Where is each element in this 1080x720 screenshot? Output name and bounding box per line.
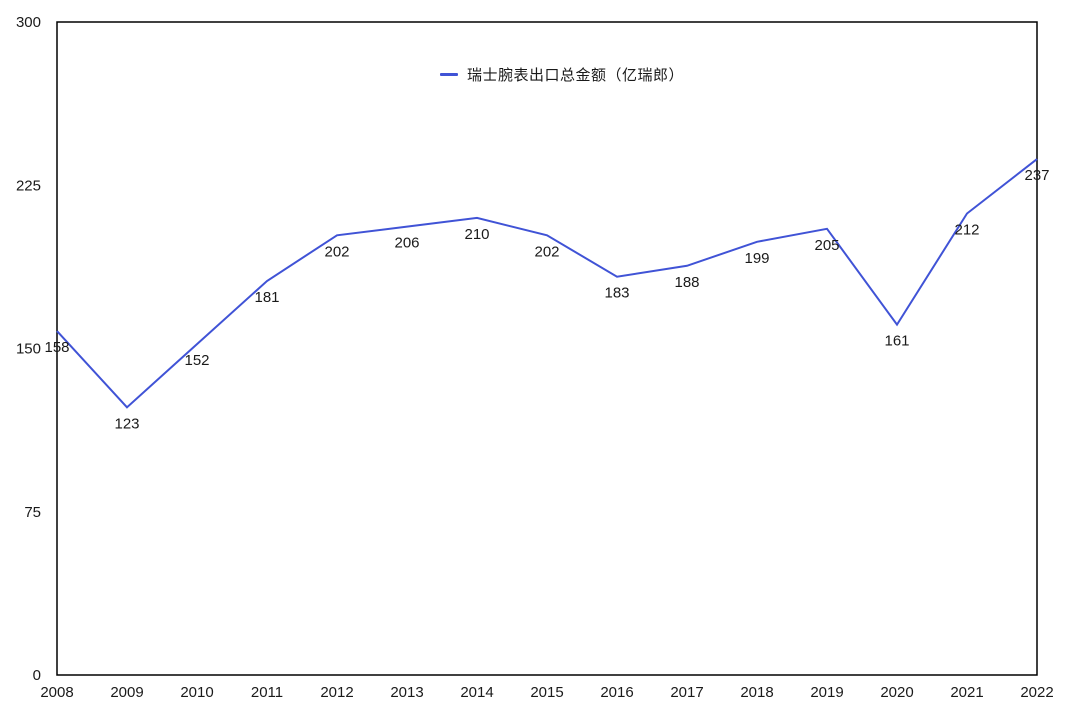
data-label: 181 bbox=[254, 289, 279, 306]
data-label: 206 bbox=[394, 235, 419, 252]
x-tick-label: 2012 bbox=[320, 684, 353, 701]
data-label: 158 bbox=[44, 339, 69, 356]
data-label: 183 bbox=[604, 285, 629, 302]
data-label: 210 bbox=[464, 226, 489, 243]
y-tick-label: 150 bbox=[16, 341, 41, 358]
series-line bbox=[56, 158, 1038, 409]
x-tick-label: 2013 bbox=[390, 684, 423, 701]
data-label: 212 bbox=[954, 222, 979, 239]
legend: 瑞士腕表出口总金额（亿瑞郎） bbox=[439, 64, 685, 85]
y-tick-label: 225 bbox=[16, 177, 41, 194]
x-tick-label: 2022 bbox=[1020, 684, 1053, 701]
x-tick-label: 2021 bbox=[950, 684, 983, 701]
data-label: 205 bbox=[814, 237, 839, 254]
x-tick-label: 2017 bbox=[670, 684, 703, 701]
x-tick-label: 2016 bbox=[600, 684, 633, 701]
data-label: 161 bbox=[884, 333, 909, 350]
x-tick-label: 2018 bbox=[740, 684, 773, 701]
data-label: 202 bbox=[324, 243, 349, 260]
data-label: 199 bbox=[744, 250, 769, 267]
x-tick-label: 2015 bbox=[530, 684, 563, 701]
y-tick-label: 0 bbox=[33, 667, 41, 684]
x-tick-label: 2019 bbox=[810, 684, 843, 701]
plot-border bbox=[56, 21, 1038, 676]
legend-line-marker bbox=[439, 73, 458, 76]
x-tick-label: 2014 bbox=[460, 684, 493, 701]
x-tick-label: 2008 bbox=[40, 684, 73, 701]
legend-label: 瑞士腕表出口总金额（亿瑞郎） bbox=[466, 67, 685, 84]
x-tick-label: 2010 bbox=[180, 684, 213, 701]
data-label: 202 bbox=[534, 243, 559, 260]
y-tick-label: 300 bbox=[16, 14, 41, 31]
x-tick-label: 2011 bbox=[251, 684, 283, 701]
x-tick-label: 2009 bbox=[110, 684, 143, 701]
data-label: 123 bbox=[114, 415, 139, 432]
data-label: 237 bbox=[1024, 167, 1049, 184]
data-label: 188 bbox=[674, 274, 699, 291]
data-label: 152 bbox=[184, 352, 209, 369]
x-tick-label: 2020 bbox=[880, 684, 913, 701]
y-tick-label: 75 bbox=[24, 504, 41, 521]
